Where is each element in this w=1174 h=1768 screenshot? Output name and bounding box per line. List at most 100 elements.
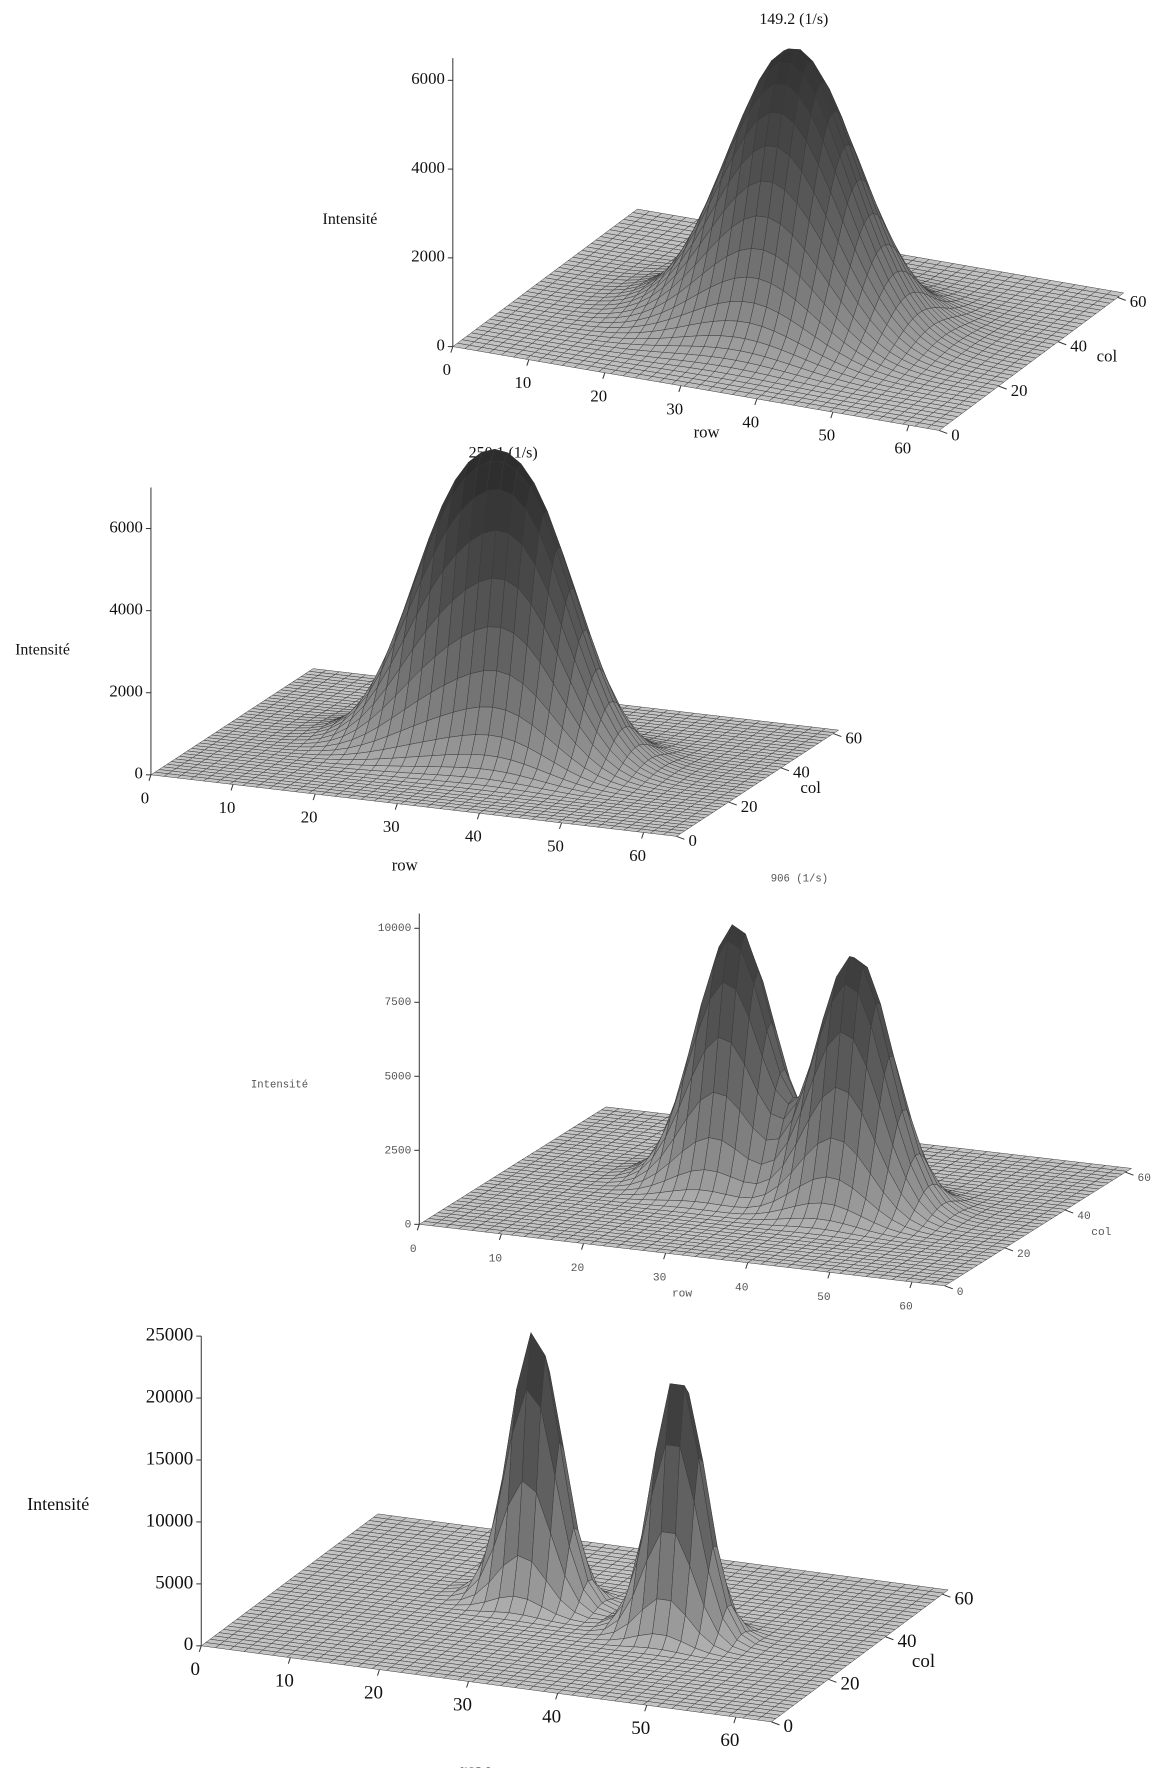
x-tick — [909, 1281, 913, 1289]
y-tick-label: 20 — [1011, 381, 1028, 400]
surface — [150, 448, 840, 837]
x-tick-label: 50 — [818, 426, 835, 445]
x-tick — [394, 803, 398, 810]
x-tick-label: 40 — [465, 827, 482, 846]
x-tick — [745, 1262, 749, 1269]
surface-chart: 250.1 (1/s)Intensitérowcol02000400060000… — [15, 445, 862, 875]
z-tick-label: 0 — [436, 335, 444, 354]
y-tick — [998, 385, 1007, 390]
y-axis-label: col — [912, 1651, 935, 1672]
y-tick — [939, 429, 948, 434]
x-tick-label: 60 — [629, 846, 646, 865]
z-tick-label: 0 — [405, 1219, 412, 1231]
chart-title: 906 (1/s) — [771, 874, 828, 886]
x-tick — [312, 793, 316, 801]
surface — [418, 924, 1133, 1287]
z-tick-label: 10000 — [378, 923, 412, 935]
x-tick-label: 50 — [817, 1292, 831, 1304]
z-tick-label: 2500 — [384, 1145, 411, 1157]
x-tick — [830, 411, 834, 419]
z-tick-label: 6000 — [411, 69, 445, 88]
x-tick — [581, 1243, 584, 1250]
y-tick-label: 60 — [1137, 1173, 1151, 1185]
x-axis-label: row — [694, 423, 721, 442]
y-tick-label: 40 — [1070, 337, 1087, 356]
x-tick-label: 10 — [489, 1253, 503, 1265]
y-tick — [1058, 341, 1067, 346]
x-tick — [450, 346, 454, 353]
x-tick — [754, 398, 758, 406]
z-tick-label: 2000 — [411, 247, 445, 266]
surface-chart: 149.2 (1/s)Intensitérowcol02000400060000… — [323, 11, 1147, 458]
y-tick-label: 60 — [845, 728, 862, 747]
x-tick — [526, 359, 530, 366]
z-tick-label: 2000 — [109, 682, 143, 701]
x-axis-label: row — [672, 1289, 692, 1301]
z-tick-label: 4000 — [411, 158, 445, 177]
x-tick — [602, 372, 606, 379]
x-tick-label: 10 — [514, 373, 531, 392]
y-tick-label: 0 — [688, 831, 696, 850]
z-axis-label: Intensité — [27, 1494, 89, 1514]
x-tick-label: 10 — [219, 798, 236, 817]
x-tick — [827, 1272, 831, 1279]
y-tick — [1065, 1209, 1074, 1214]
z-tick-label: 7500 — [384, 997, 411, 1009]
surface — [200, 1331, 949, 1723]
y-tick-label: 60 — [1130, 292, 1147, 311]
y-axis-label: col — [1091, 1227, 1111, 1239]
x-tick-label: 20 — [590, 386, 607, 405]
x-tick-label: 30 — [653, 1273, 667, 1285]
x-tick — [148, 774, 152, 781]
x-tick-label: 20 — [571, 1263, 585, 1275]
x-tick-label: 30 — [383, 817, 400, 836]
y-tick-label: 0 — [957, 1287, 964, 1299]
x-tick — [641, 832, 645, 839]
x-tick — [416, 1224, 420, 1231]
x-tick — [678, 385, 682, 393]
y-tick — [676, 835, 685, 840]
x-tick — [906, 425, 910, 432]
z-tick-label: 0 — [135, 764, 143, 783]
z-axis-label: Intensité — [251, 1079, 308, 1091]
z-tick-label: 6000 — [109, 517, 143, 536]
surface-chart: 906 (1/s)Intensitérowcol0250050007500100… — [251, 874, 1151, 1314]
z-tick-label: 5000 — [384, 1071, 411, 1083]
chart-title: 149.2 (1/s) — [759, 11, 828, 28]
x-tick-label: 20 — [301, 807, 318, 826]
x-tick-label: 0 — [410, 1244, 417, 1256]
y-tick — [944, 1285, 953, 1290]
x-tick — [559, 822, 562, 830]
x-tick-label: 40 — [742, 412, 759, 431]
y-tick-label: 40 — [793, 763, 810, 782]
x-tick-label: 60 — [894, 439, 911, 458]
x-tick — [476, 813, 480, 820]
y-tick-label: 0 — [951, 425, 959, 444]
surface — [452, 48, 1125, 431]
y-tick — [728, 801, 737, 806]
y-tick — [833, 733, 842, 738]
y-tick-label: 20 — [741, 797, 758, 816]
y-tick — [1125, 1171, 1134, 1176]
x-axis-label: row — [392, 855, 419, 874]
x-tick-label: 30 — [666, 399, 683, 418]
z-axis-label: Intensité — [15, 641, 70, 658]
x-tick — [230, 784, 234, 791]
surface-chart: Intensitérowcol0500010000150002000025000… — [27, 1324, 973, 1768]
x-tick-label: 0 — [443, 360, 451, 379]
x-axis-label: row — [460, 1761, 490, 1768]
x-tick-label: 0 — [141, 788, 149, 807]
x-tick-label: 60 — [899, 1302, 913, 1314]
y-tick — [780, 767, 790, 772]
y-tick — [1117, 296, 1126, 301]
y-tick — [1004, 1247, 1014, 1252]
x-tick-label: 50 — [547, 836, 564, 855]
x-tick — [663, 1252, 667, 1260]
x-tick-label: 40 — [735, 1282, 749, 1294]
y-tick-label: 40 — [1077, 1211, 1091, 1223]
y-tick-label: 20 — [1017, 1249, 1031, 1261]
x-tick — [498, 1233, 502, 1241]
z-tick-label: 4000 — [109, 599, 143, 618]
y-axis-label: col — [1097, 347, 1118, 366]
